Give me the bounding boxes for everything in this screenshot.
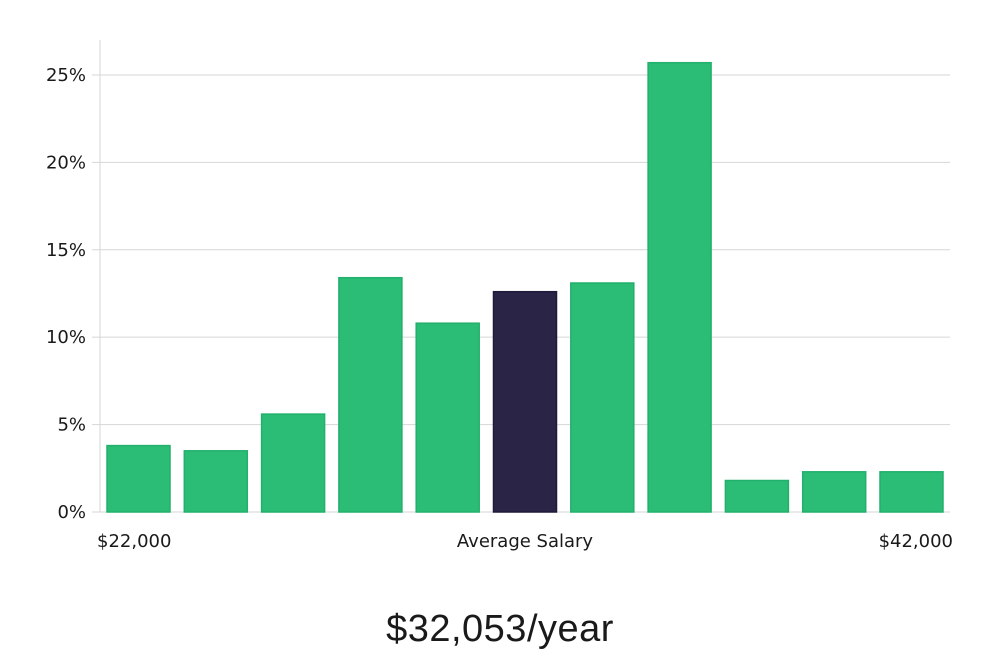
bar xyxy=(879,471,944,513)
x-axis-title: Average Salary xyxy=(457,531,594,552)
bar xyxy=(260,413,326,513)
bar xyxy=(570,282,635,513)
y-tick-label: 5% xyxy=(57,415,86,436)
salary-histogram: 0%5%10%15%20%25% $22,000 Average Salary … xyxy=(46,40,953,552)
bar xyxy=(106,444,171,513)
bars xyxy=(106,61,944,513)
bar xyxy=(801,471,867,513)
bar xyxy=(338,276,403,513)
y-tick-labels: 0% 5% 10% 15% 20% 25% xyxy=(46,65,86,523)
x-min-label: $22,000 xyxy=(97,531,171,552)
bar xyxy=(724,479,790,513)
bar xyxy=(647,61,712,513)
average-salary-value: $32,053/year xyxy=(386,608,614,650)
bar xyxy=(415,322,480,513)
bar xyxy=(183,450,249,513)
y-tick-label: 25% xyxy=(46,65,86,86)
y-tick-label: 10% xyxy=(46,327,86,348)
y-tick-label: 20% xyxy=(46,152,86,173)
bar-highlighted xyxy=(492,290,558,513)
x-max-label: $42,000 xyxy=(879,531,953,552)
y-tick-label: 0% xyxy=(57,502,86,523)
y-tick-label: 15% xyxy=(46,240,86,261)
